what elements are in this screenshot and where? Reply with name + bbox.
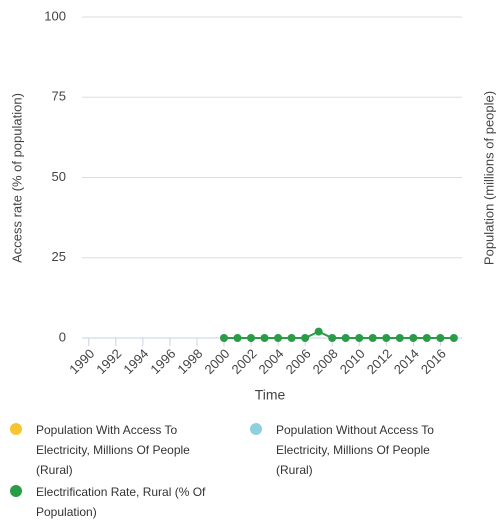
data-point <box>314 327 323 336</box>
legend-swatch <box>10 423 22 435</box>
x-tick-label: 1992 <box>93 346 124 377</box>
x-axis-label: Time <box>255 387 286 403</box>
x-tick-label: 2014 <box>391 346 422 377</box>
data-point <box>247 334 256 342</box>
x-tick-label: 2016 <box>418 346 449 377</box>
x-tick-label: 2012 <box>364 346 395 377</box>
y-axis-label: Access rate (% of population) <box>9 93 24 263</box>
data-point <box>382 334 391 342</box>
data-point <box>436 334 445 342</box>
x-tick-label: 2004 <box>256 346 287 377</box>
x-tick-label: 2000 <box>201 346 232 377</box>
x-tick-label: 2010 <box>337 346 368 377</box>
series-line <box>223 330 454 339</box>
data-point <box>422 334 431 342</box>
legend-item: Population Without Access To Electricity… <box>250 420 461 480</box>
x-tick-label: 1998 <box>174 346 205 377</box>
x-tick-label: 2006 <box>283 346 314 377</box>
x-tick-label: 1990 <box>66 346 97 377</box>
data-point <box>219 334 228 342</box>
y-tick-label: 0 <box>59 329 66 344</box>
data-point <box>260 334 269 342</box>
data-point <box>355 334 364 342</box>
data-point <box>341 334 350 342</box>
data-point <box>395 334 404 342</box>
data-point <box>274 334 283 342</box>
data-point <box>233 334 242 342</box>
y-tick-label: 25 <box>52 249 66 264</box>
data-point <box>328 334 337 342</box>
chart: Access rate (% of population) Population… <box>9 8 496 403</box>
y2-axis-label: Population (millions of people) <box>481 91 496 265</box>
legend-label: Population With Access To Electricity, M… <box>36 423 190 477</box>
data-point <box>368 334 377 342</box>
x-tick-label: 2002 <box>229 346 260 377</box>
legend-label: Electrification Rate, Rural (% Of Popula… <box>36 485 206 519</box>
y-tick-label: 75 <box>52 89 66 104</box>
x-tick-label: 2008 <box>310 346 341 377</box>
legend-label: Population Without Access To Electricity… <box>276 423 434 477</box>
data-point <box>449 334 458 342</box>
legend-item: Electrification Rate, Rural (% Of Popula… <box>10 482 221 522</box>
x-tick-label: 1994 <box>120 346 151 377</box>
legend-swatch <box>10 485 22 497</box>
y-tick-label: 100 <box>44 8 66 23</box>
legend-item: Population With Access To Electricity, M… <box>10 420 221 480</box>
legend-swatch <box>250 423 262 435</box>
data-point <box>301 334 310 342</box>
data-point <box>287 334 296 342</box>
y-tick-label: 50 <box>52 169 66 184</box>
x-tick-label: 1996 <box>147 346 178 377</box>
data-point <box>409 334 418 342</box>
